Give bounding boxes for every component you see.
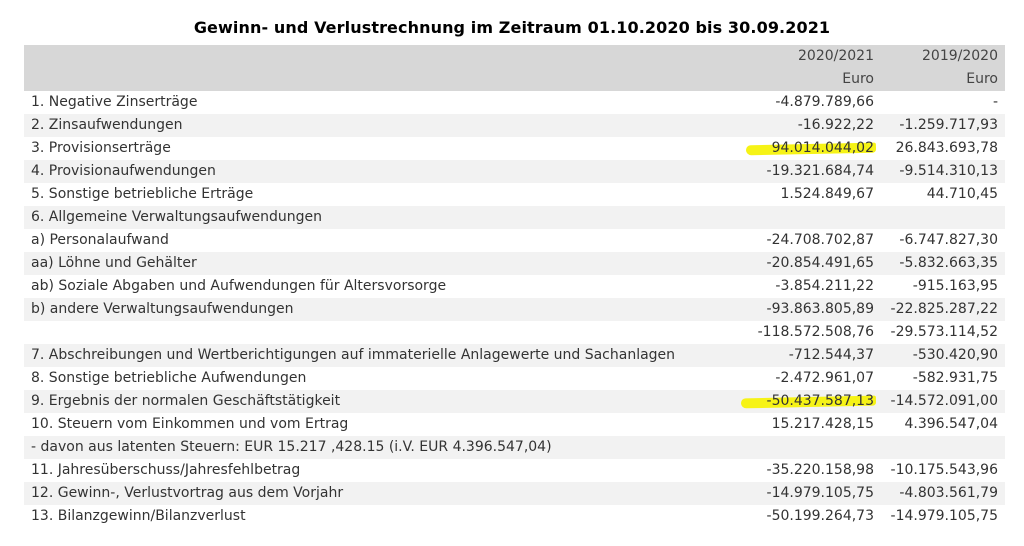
value-current: -4.879.789,66	[726, 91, 881, 114]
value-current: -19.321.684,74	[726, 160, 881, 183]
table-header: 2020/2021 2019/2020 Euro Euro	[24, 45, 1005, 91]
table-body: 1. Negative Zinserträge -4.879.789,66- 2.…	[24, 91, 1005, 528]
value-previous: -9.514.310,13	[881, 160, 1005, 183]
value-current	[726, 436, 881, 459]
table-row: 10. Steuern vom Einkommen und vom Ertrag…	[24, 413, 1005, 436]
row-label: 5. Sonstige betriebliche Erträge	[24, 183, 726, 206]
value-current: 15.217.428,15	[726, 413, 881, 436]
table-row: b) andere Verwaltungsaufwendungen -93.863…	[24, 298, 1005, 321]
value-previous: -1.259.717,93	[881, 114, 1005, 137]
value-current: -2.472.961,07	[726, 367, 881, 390]
value-previous: -	[881, 91, 1005, 114]
value-current: -3.854.211,22	[726, 275, 881, 298]
value-previous: 26.843.693,78	[881, 137, 1005, 160]
table-row: 2. Zinsaufwendungen -16.922,22 -1.259.717,…	[24, 114, 1005, 137]
row-label: 11. Jahresüberschuss/Jahresfehlbetrag	[24, 459, 726, 482]
value-current: 1.524.849,67	[726, 183, 881, 206]
highlighted-value: -50.437.587,13	[766, 393, 874, 409]
value-previous: -915.163,95	[881, 275, 1005, 298]
table-row: -118.572.508,76 -29.573.114,52	[24, 321, 1005, 344]
value-current: 94.014.044,02	[726, 137, 881, 160]
row-label: 3. Provisionserträge	[24, 137, 726, 160]
row-label	[24, 321, 726, 344]
row-label: b) andere Verwaltungsaufwendungen	[24, 298, 726, 321]
value-previous: 44.710,45	[881, 183, 1005, 206]
value-current	[726, 206, 881, 229]
row-label: - davon aus latenten Steuern: EUR 15.217…	[24, 436, 726, 459]
value-previous: -10.175.543,96	[881, 459, 1005, 482]
value-current: -118.572.508,76	[726, 321, 881, 344]
row-label: 4. Provisionaufwendungen	[24, 160, 726, 183]
table-row: 3. Provisionserträge 94.014.044,02 26.843.…	[24, 137, 1005, 160]
value-previous: -5.832.663,35	[881, 252, 1005, 275]
table-row: - davon aus latenten Steuern: EUR 15.217…	[24, 436, 1005, 459]
value-previous: -29.573.114,52	[881, 321, 1005, 344]
header-year-previous: 2019/2020	[881, 45, 1005, 68]
table-row: ab) Soziale Abgaben und Aufwendungen für…	[24, 275, 1005, 298]
header-currency-current: Euro	[726, 68, 881, 91]
header-year-current: 2020/2021	[726, 45, 881, 68]
row-label: 7. Abschreibungen und Wertberichtigungen…	[24, 344, 726, 367]
table-row: 8. Sonstige betriebliche Aufwendungen -2.…	[24, 367, 1005, 390]
statement-title: Gewinn- und Verlustrechnung im Zeitraum …	[193, 18, 831, 37]
value-previous	[881, 206, 1005, 229]
value-previous	[881, 436, 1005, 459]
row-label: 6. Allgemeine Verwaltungsaufwendungen	[24, 206, 726, 229]
row-label: aa) Löhne und Gehälter	[24, 252, 726, 275]
row-label: ab) Soziale Abgaben und Aufwendungen für…	[24, 275, 726, 298]
value-current: -50.437.587,13	[726, 390, 881, 413]
value-current: -14.979.105,75	[726, 482, 881, 505]
value-current: -50.199.264,73	[726, 505, 881, 528]
highlighted-value: 94.014.044,02	[771, 140, 874, 156]
header-row-years: 2020/2021 2019/2020	[24, 45, 1005, 68]
value-previous: -14.979.105,75	[881, 505, 1005, 528]
table-row: 4. Provisionaufwendungen -19.321.684,74 -9…	[24, 160, 1005, 183]
value-previous: -582.931,75	[881, 367, 1005, 390]
value-previous: -14.572.091,00	[881, 390, 1005, 413]
table-row: 5. Sonstige betriebliche Erträge 1.524.84…	[24, 183, 1005, 206]
table-row: 1. Negative Zinserträge -4.879.789,66-	[24, 91, 1005, 114]
value-current: -20.854.491,65	[726, 252, 881, 275]
value-previous: -4.803.561,79	[881, 482, 1005, 505]
header-row-currency: Euro Euro	[24, 68, 1005, 91]
table-row: 9. Ergebnis der normalen Geschäftstätigk…	[24, 390, 1005, 413]
table-row: 6. Allgemeine Verwaltungsaufwendungen	[24, 206, 1005, 229]
row-label: a) Personalaufwand	[24, 229, 726, 252]
table-row: 12. Gewinn-, Verlustvortrag aus dem Vorj…	[24, 482, 1005, 505]
value-current: -16.922,22	[726, 114, 881, 137]
value-previous: -22.825.287,22	[881, 298, 1005, 321]
row-label: 2. Zinsaufwendungen	[24, 114, 726, 137]
income-statement-table: 2020/2021 2019/2020 Euro Euro 1. Negativ…	[24, 45, 1005, 528]
row-label: 13. Bilanzgewinn/Bilanzverlust	[24, 505, 726, 528]
value-current: -24.708.702,87	[726, 229, 881, 252]
row-label: 10. Steuern vom Einkommen und vom Ertrag	[24, 413, 726, 436]
value-current: -712.544,37	[726, 344, 881, 367]
table-row: 13. Bilanzgewinn/Bilanzverlust -50.199.26…	[24, 505, 1005, 528]
header-label-cell	[24, 45, 726, 68]
row-label: 8. Sonstige betriebliche Aufwendungen	[24, 367, 726, 390]
header-currency-previous: Euro	[881, 68, 1005, 91]
value-current: -35.220.158,98	[726, 459, 881, 482]
header-label-cell	[24, 68, 726, 91]
value-previous: -530.420,90	[881, 344, 1005, 367]
table-row: a) Personalaufwand -24.708.702,87 -6.747.8…	[24, 229, 1005, 252]
row-label: 1. Negative Zinserträge	[24, 91, 726, 114]
row-label: 12. Gewinn-, Verlustvortrag aus dem Vorj…	[24, 482, 726, 505]
value-current: -93.863.805,89	[726, 298, 881, 321]
value-previous: 4.396.547,04	[881, 413, 1005, 436]
table-row: 7. Abschreibungen und Wertberichtigungen…	[24, 344, 1005, 367]
table-row: aa) Löhne und Gehälter -20.854.491,65 -5.8…	[24, 252, 1005, 275]
value-previous: -6.747.827,30	[881, 229, 1005, 252]
row-label: 9. Ergebnis der normalen Geschäftstätigk…	[24, 390, 726, 413]
table-row: 11. Jahresüberschuss/Jahresfehlbetrag -35…	[24, 459, 1005, 482]
